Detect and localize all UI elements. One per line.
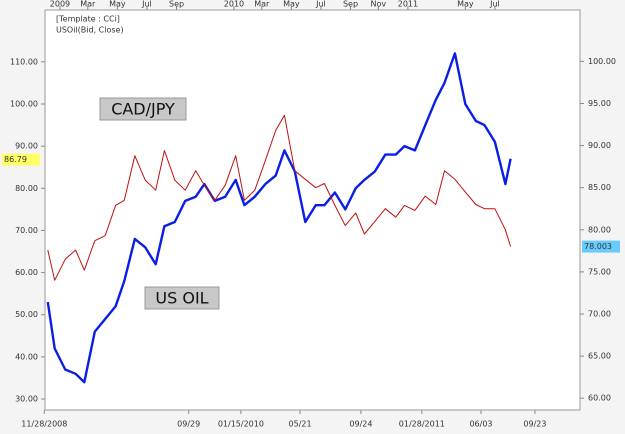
x-tick-label: 05/21 <box>289 420 312 429</box>
x-tick-label: 01/28/2011 <box>399 420 445 429</box>
top-x-tick-label: 2010 <box>224 0 244 9</box>
y-tick-label: 50.00 <box>15 310 38 319</box>
top-x-tick-label: May <box>283 0 300 9</box>
y2-tick-label: 95.00 <box>588 99 611 108</box>
x-tick-label: 09/29 <box>177 420 200 429</box>
series-line <box>47 114 512 281</box>
top-x-tick-label: 2011 <box>398 0 418 9</box>
last-value-label: 78.003 <box>584 242 612 251</box>
y2-tick-label: 70.00 <box>588 310 611 319</box>
series-annotation-box <box>144 286 220 310</box>
top-x-tick-label: May <box>457 0 474 9</box>
last-value-box <box>2 153 40 166</box>
top-x-tick-label: Mar <box>80 0 96 9</box>
y2-tick-label: 65.00 <box>588 352 611 361</box>
series-annotation: CAD/JPY <box>111 100 175 119</box>
top-x-tick-label: May <box>109 0 126 9</box>
y2-tick-label: 60.00 <box>588 394 611 403</box>
y2-tick-label: 100.00 <box>588 57 616 66</box>
y-tick-label: 110.00 <box>10 57 38 66</box>
x-tick-label: 09/24 <box>349 420 372 429</box>
x-tick-label: 01/15/2010 <box>218 420 264 429</box>
series-annotation-box <box>99 97 187 121</box>
y2-tick-label: 85.00 <box>588 183 611 192</box>
y-tick-label: 100.00 <box>10 99 38 108</box>
series-annotation: US OIL <box>155 289 208 308</box>
y2-tick-label: 80.00 <box>588 225 611 234</box>
y-tick-label: 70.00 <box>15 226 38 235</box>
top-x-tick-label: Jul <box>489 0 500 9</box>
y-tick-label: 30.00 <box>15 395 38 404</box>
last-value-box <box>582 240 620 253</box>
x-tick-label: 06/03 <box>469 420 492 429</box>
instrument-label: USOil(Bid, Close) <box>56 26 124 35</box>
y2-tick-label: 75.00 <box>588 267 611 276</box>
top-x-tick-label: Sep <box>343 0 358 9</box>
top-x-tick-label: Sep <box>169 0 184 9</box>
top-x-tick-label: Jul <box>141 0 152 9</box>
y-tick-label: 60.00 <box>15 268 38 277</box>
y-tick-label: 90.00 <box>15 142 38 151</box>
top-x-tick-label: Mar <box>254 0 270 9</box>
series-line <box>46 52 512 384</box>
x-tick-label: 09/23 <box>523 420 546 429</box>
template-label: [Template : CCi] <box>56 15 120 24</box>
top-x-tick-label: Jul <box>315 0 326 9</box>
y-tick-label: 40.00 <box>15 352 38 361</box>
top-x-tick-label: 2009 <box>50 0 70 9</box>
x-tick-label: 11/28/2008 <box>21 420 67 429</box>
last-value-label: 86.79 <box>4 155 27 164</box>
top-x-tick-label: Nov <box>371 0 387 9</box>
y-tick-label: 80.00 <box>15 184 38 193</box>
y2-tick-label: 90.00 <box>588 141 611 150</box>
